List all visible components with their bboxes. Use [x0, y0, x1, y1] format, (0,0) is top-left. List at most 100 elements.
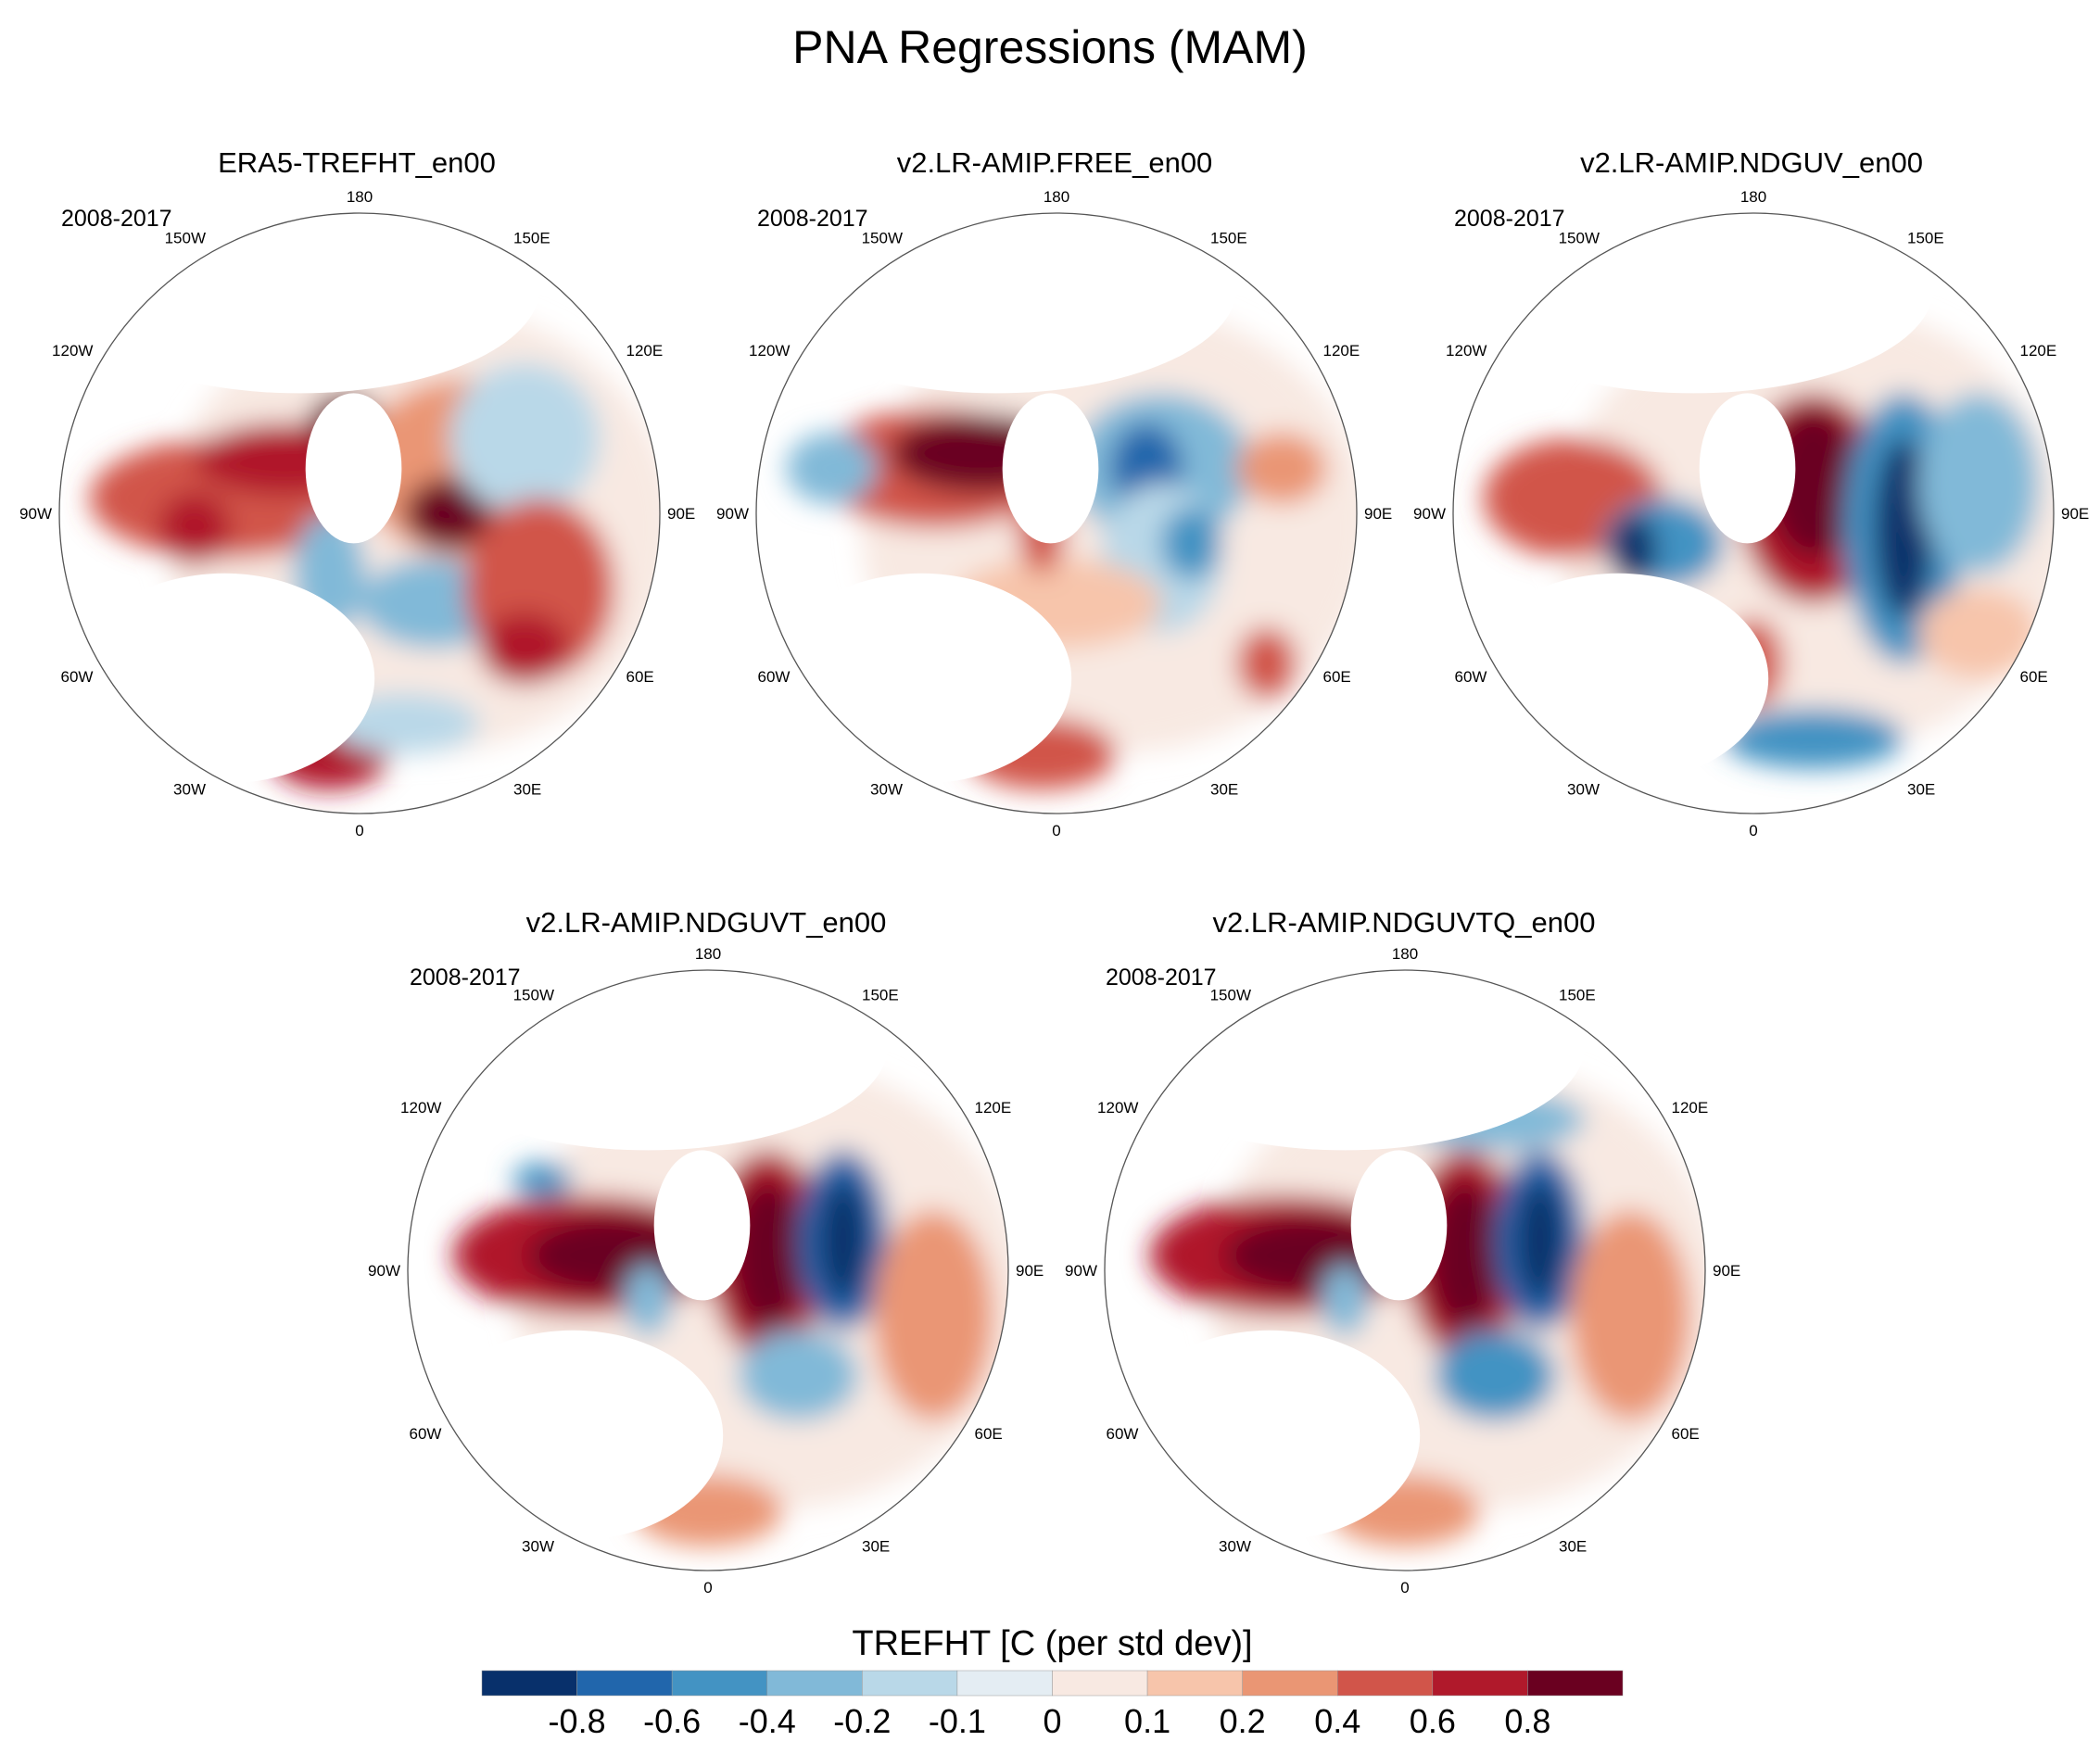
anomaly-region: [1428, 1180, 1501, 1331]
longitude-label: 60W: [1107, 1425, 1139, 1443]
masked-arctic: [305, 393, 402, 544]
longitude-label: 120E: [1323, 342, 1360, 360]
longitude-label: 150E: [1210, 229, 1247, 246]
anomaly-region: [404, 477, 495, 549]
masked-pacific: [1453, 213, 1934, 394]
longitude-label: 60E: [975, 1425, 1003, 1443]
masked-arctic: [1350, 1150, 1448, 1301]
longitude-label: 180: [1740, 188, 1766, 206]
longitude-label: 90E: [1713, 1262, 1740, 1280]
panel-period: 2008-2017: [1106, 965, 1217, 991]
longitude-label: 150W: [1559, 229, 1600, 246]
anomaly-region: [158, 492, 231, 565]
polar-map-panel-1: [756, 213, 1357, 790]
map-boundary: [407, 969, 1009, 1571]
longitude-label: 30W: [173, 781, 206, 799]
longitude-label: 180: [1044, 188, 1069, 206]
longitude-label: 90E: [667, 505, 695, 523]
masked-atlantic: [1468, 573, 1769, 784]
longitude-label: 30E: [1210, 781, 1238, 799]
panel-period: 2008-2017: [61, 206, 172, 232]
anomaly-region: [1609, 513, 1658, 586]
anomaly-region: [786, 432, 877, 505]
longitude-label: 150E: [513, 229, 550, 246]
anomaly-region: [873, 1210, 993, 1420]
colorbar-tick-label: 0.6: [1409, 1702, 1456, 1740]
masked-pacific: [756, 213, 1237, 394]
anomaly-region: [1918, 393, 2039, 574]
longitude-label: 180: [347, 188, 373, 206]
masked-arctic: [1002, 393, 1099, 544]
polar-map-panel-3: [408, 970, 1008, 1547]
longitude-label: 90E: [1364, 505, 1392, 523]
longitude-label: 0: [355, 822, 363, 839]
panel-title: v2.LR-AMIP.FREE_en00: [896, 146, 1213, 179]
longitude-label: 150W: [513, 986, 554, 1003]
longitude-label: 150E: [1907, 229, 1944, 246]
masked-atlantic: [771, 573, 1072, 784]
longitude-label: 120W: [1097, 1099, 1138, 1117]
colorbar-tick-label: -0.4: [738, 1702, 796, 1740]
colorbar-tick-label: -0.6: [643, 1702, 702, 1740]
polar-map-panel-0: [59, 213, 660, 790]
masked-arctic: [1699, 393, 1796, 544]
colorbar-tick-label: -0.1: [928, 1702, 986, 1740]
longitude-label: 150E: [1559, 986, 1596, 1003]
panel-title: ERA5-TREFHT_en00: [218, 146, 496, 179]
longitude-label: 30W: [1219, 1538, 1251, 1556]
colorbar-tick-label: 0.2: [1219, 1702, 1266, 1740]
anomaly-region: [1161, 507, 1222, 580]
masked-pacific: [1105, 970, 1586, 1151]
panel-title: v2.LR-AMIP.NDGUVT_en00: [525, 906, 887, 939]
anomaly-region: [1236, 627, 1297, 700]
longitude-label: 60E: [626, 668, 654, 686]
figure-title: PNA Regressions (MAM): [792, 21, 1308, 73]
colorbar-tick-label: 0: [1043, 1702, 1062, 1740]
map-boundary: [1104, 969, 1706, 1571]
masked-atlantic: [1120, 1330, 1421, 1541]
longitude-label: 60W: [1455, 668, 1487, 686]
panel-period: 2008-2017: [1454, 206, 1565, 232]
longitude-label: 90E: [2061, 505, 2089, 523]
colorbar-tick-label: 0.4: [1314, 1702, 1361, 1740]
longitude-label: 120E: [626, 342, 664, 360]
longitude-label: 150E: [862, 986, 899, 1003]
longitude-label: 30E: [1559, 1538, 1587, 1556]
longitude-label: 60W: [410, 1425, 442, 1443]
colorbar-tick-label: -0.2: [833, 1702, 892, 1740]
anomaly-region: [1515, 1180, 1564, 1301]
polar-map-panel-4: [1105, 970, 1705, 1547]
longitude-label: 120W: [1446, 342, 1486, 360]
longitude-label: 120W: [400, 1099, 441, 1117]
longitude-label: 90W: [1413, 505, 1446, 523]
masked-arctic: [653, 1150, 751, 1301]
masked-atlantic: [423, 1330, 724, 1541]
anomaly-region: [1236, 432, 1327, 505]
anomaly-region: [512, 1162, 574, 1199]
longitude-label: 120E: [2020, 342, 2057, 360]
longitude-label: 60W: [61, 668, 94, 686]
longitude-label: 60E: [1672, 1425, 1700, 1443]
longitude-label: 30W: [1567, 781, 1600, 799]
colorbar-tick-label: 0.1: [1124, 1702, 1171, 1740]
anomaly-region: [624, 1264, 673, 1337]
anomaly-region: [479, 612, 570, 685]
longitude-label: 120W: [52, 342, 93, 360]
anomaly-region: [731, 1180, 804, 1331]
polar-map-panel-2: [1453, 213, 2054, 784]
longitude-label: 90W: [1065, 1262, 1097, 1280]
anomaly-region: [818, 1180, 867, 1301]
longitude-label: 180: [1392, 945, 1418, 963]
panel-title: v2.LR-AMIP.NDGUV_en00: [1580, 146, 1923, 179]
longitude-label: 0: [1749, 822, 1757, 839]
panel-period: 2008-2017: [757, 206, 868, 232]
longitude-label: 90E: [1016, 1262, 1044, 1280]
longitude-label: 120E: [1672, 1099, 1709, 1117]
longitude-label: 0: [1400, 1579, 1409, 1596]
anomaly-region: [1321, 1264, 1370, 1337]
longitude-label: 180: [695, 945, 721, 963]
longitude-label: 30E: [513, 781, 541, 799]
longitude-label: 120W: [749, 342, 790, 360]
map-boundary: [1452, 212, 2055, 814]
